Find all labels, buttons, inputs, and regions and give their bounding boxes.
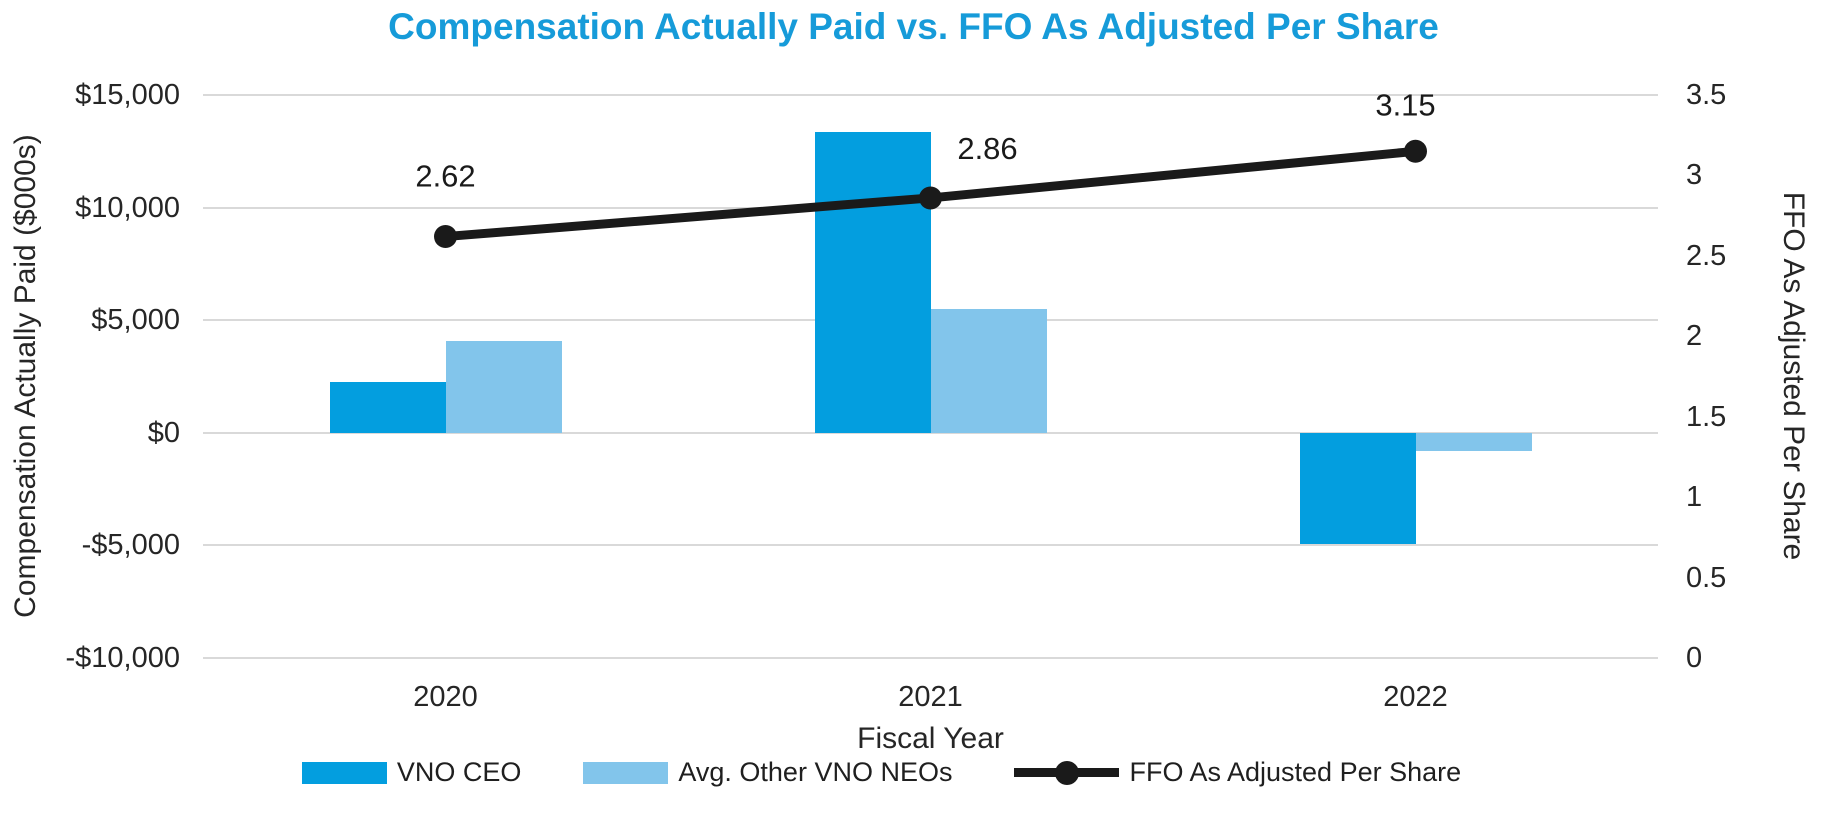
legend-label-avg-other-vno-neos: Avg. Other VNO NEOs <box>678 757 953 787</box>
legend-item-vno-ceo: VNO CEO <box>301 757 522 788</box>
y-right-tick-label: 1.5 <box>1686 400 1727 433</box>
legend-line-marker-icon <box>1014 760 1120 785</box>
bar-avg-other-vno-neos-2020 <box>445 341 562 433</box>
bar-vno-ceo-2022 <box>1299 432 1416 545</box>
gridline <box>203 431 1658 434</box>
legend: VNO CEO Avg. Other VNO NEOs FFO As Adjus… <box>0 757 1795 788</box>
y-left-tick-label: $10,000 <box>75 191 180 224</box>
ffo-marker-2020 <box>434 225 457 249</box>
legend-item-ffo-line: FFO As Adjusted Per Share <box>1014 757 1461 788</box>
ffo-data-label-2020: 2.62 <box>415 159 475 194</box>
y-right-tick-label: 0 <box>1686 642 1703 674</box>
gridline <box>203 94 1658 96</box>
x-tick-label: 2022 <box>1383 681 1448 713</box>
y-left-tick-label: $5,000 <box>91 304 180 337</box>
gridline <box>203 657 1658 659</box>
legend-label-vno-ceo: VNO CEO <box>396 757 522 787</box>
bar-vno-ceo-2021 <box>814 132 931 433</box>
ffo-data-label-2022: 3.15 <box>1375 87 1435 122</box>
ffo-marker-2022 <box>1404 139 1427 163</box>
y-left-tick-label: -$10,000 <box>65 642 181 674</box>
y-right-tick-label: 1 <box>1686 481 1703 514</box>
y-left-tick-label: $15,000 <box>75 79 180 111</box>
y-right-tick-label: 3.5 <box>1686 79 1727 111</box>
y-left-tick-label: -$5,000 <box>81 529 180 562</box>
x-tick-label: 2021 <box>898 681 963 713</box>
x-tick-label: 2020 <box>413 681 478 713</box>
legend-swatch-vno-ceo <box>301 761 387 784</box>
bar-avg-other-vno-neos-2022 <box>1415 432 1532 451</box>
y-left-tick-label: $0 <box>147 416 180 449</box>
gridline <box>203 544 1658 547</box>
y-right-tick-label: 0.5 <box>1686 561 1727 594</box>
legend-swatch-avg-other-vno-neos <box>583 761 669 784</box>
y-right-tick-label: 2.5 <box>1686 239 1727 272</box>
legend-label-ffo: FFO As Adjusted Per Share <box>1129 757 1462 787</box>
gridline <box>203 206 1658 209</box>
bar-avg-other-vno-neos-2021 <box>930 309 1047 433</box>
y-right-tick-label: 2 <box>1686 320 1703 353</box>
legend-line-dot-icon <box>1054 760 1079 785</box>
ffo-data-label-2021: 2.86 <box>957 131 1017 166</box>
y-right-tick-label: 3 <box>1686 159 1703 192</box>
legend-item-avg-other-vno-neos: Avg. Other VNO NEOs <box>583 757 952 788</box>
chart-title: Compensation Actually Paid vs. FFO As Ad… <box>388 6 1439 47</box>
ffo-line <box>441 146 1420 242</box>
bar-vno-ceo-2020 <box>329 381 446 433</box>
x-axis-title: Fiscal Year <box>857 722 1004 755</box>
